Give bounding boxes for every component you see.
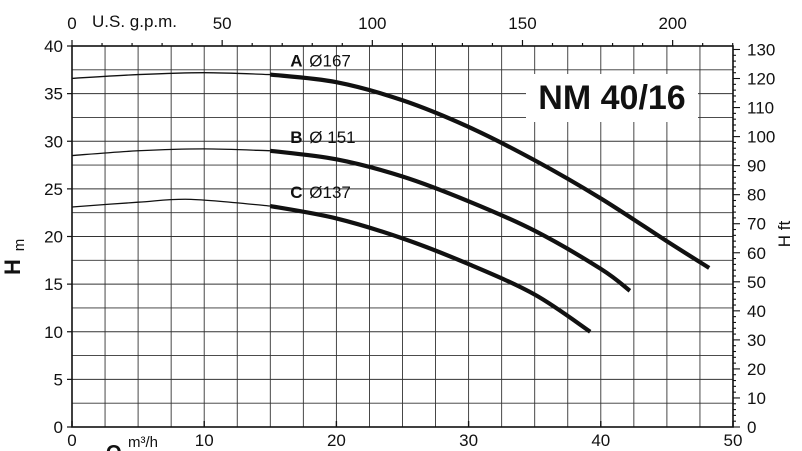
right-tick-label: 50 bbox=[747, 273, 766, 292]
left-tick-label: 5 bbox=[54, 370, 63, 389]
bottom-tick-label: 40 bbox=[591, 431, 610, 450]
series-letter: A bbox=[290, 52, 302, 71]
bottom-axis-symbol: Q bbox=[106, 442, 122, 451]
right-tick-label: 60 bbox=[747, 244, 766, 263]
left-tick-label: 35 bbox=[44, 85, 63, 104]
series-label-c: C Ø137 bbox=[290, 183, 351, 202]
left-tick-label: 30 bbox=[44, 132, 63, 151]
curve-c bbox=[269, 203, 592, 334]
series-labels: A Ø167 B Ø 151 C Ø137 bbox=[290, 52, 355, 202]
bottom-tick-label: 10 bbox=[195, 431, 214, 450]
left-tick-label: 20 bbox=[44, 228, 63, 247]
curve-a bbox=[270, 72, 711, 270]
series-letter: B bbox=[290, 128, 302, 147]
series-diameter: Ø167 bbox=[309, 52, 351, 71]
top-tick-label: 100 bbox=[358, 14, 386, 33]
series-label-a: A Ø167 bbox=[290, 52, 351, 71]
right-tick-label: 30 bbox=[747, 331, 766, 350]
top-tick-label: 50 bbox=[213, 14, 232, 33]
bottom-tick-label: 50 bbox=[724, 431, 743, 450]
left-tick-label: 15 bbox=[44, 275, 63, 294]
bottom-axis-title: Q m³/h bbox=[106, 434, 158, 451]
right-tick-label: 10 bbox=[747, 389, 766, 408]
left-tick-label: 10 bbox=[44, 323, 63, 342]
bottom-axis-unit: m³/h bbox=[128, 434, 158, 451]
left-axis-title: H m bbox=[0, 239, 28, 275]
title-background bbox=[526, 74, 698, 122]
curve-b bbox=[270, 148, 632, 293]
bottom-tick-label: 30 bbox=[459, 431, 478, 450]
series-label-b: B Ø 151 bbox=[290, 128, 355, 147]
axis-ticks: 0 10 20 30 40 500 50 100 150 20005101520253035400… bbox=[44, 14, 775, 450]
right-tick-label: 130 bbox=[747, 40, 775, 59]
right-tick-label: 70 bbox=[747, 215, 766, 234]
right-tick-label: 100 bbox=[747, 128, 775, 147]
bottom-tick-label: 0 bbox=[67, 431, 76, 450]
curve-c-extension bbox=[71, 198, 271, 208]
right-tick-label: 0 bbox=[747, 418, 756, 437]
right-tick-label: 110 bbox=[747, 99, 774, 118]
curve-b-extension bbox=[71, 148, 271, 157]
series-diameter: Ø137 bbox=[309, 183, 351, 202]
chart-title: NM 40/16 bbox=[538, 79, 685, 117]
right-tick-label: 20 bbox=[747, 360, 766, 379]
pump-curves bbox=[71, 72, 711, 334]
right-tick-label: 120 bbox=[747, 70, 775, 89]
top-axis-label: U.S. g.p.m. bbox=[92, 12, 177, 31]
top-tick-label: 0 bbox=[67, 14, 76, 33]
left-tick-label: 40 bbox=[44, 37, 63, 56]
left-tick-label: 0 bbox=[54, 418, 63, 437]
right-tick-label: 40 bbox=[747, 302, 766, 321]
right-tick-label: 80 bbox=[747, 186, 766, 205]
curve-a-extension bbox=[71, 72, 271, 80]
top-tick-label: 200 bbox=[658, 14, 686, 33]
left-axis-unit: m bbox=[11, 239, 28, 252]
bottom-tick-label: 20 bbox=[327, 431, 346, 450]
right-tick-label: 90 bbox=[747, 157, 766, 176]
top-tick-label: 150 bbox=[508, 14, 536, 33]
series-diameter: Ø 151 bbox=[309, 128, 355, 147]
left-tick-label: 25 bbox=[44, 180, 63, 199]
right-axis-title: H ft bbox=[775, 221, 794, 248]
left-axis-symbol: H bbox=[0, 259, 25, 275]
series-letter: C bbox=[290, 183, 302, 202]
